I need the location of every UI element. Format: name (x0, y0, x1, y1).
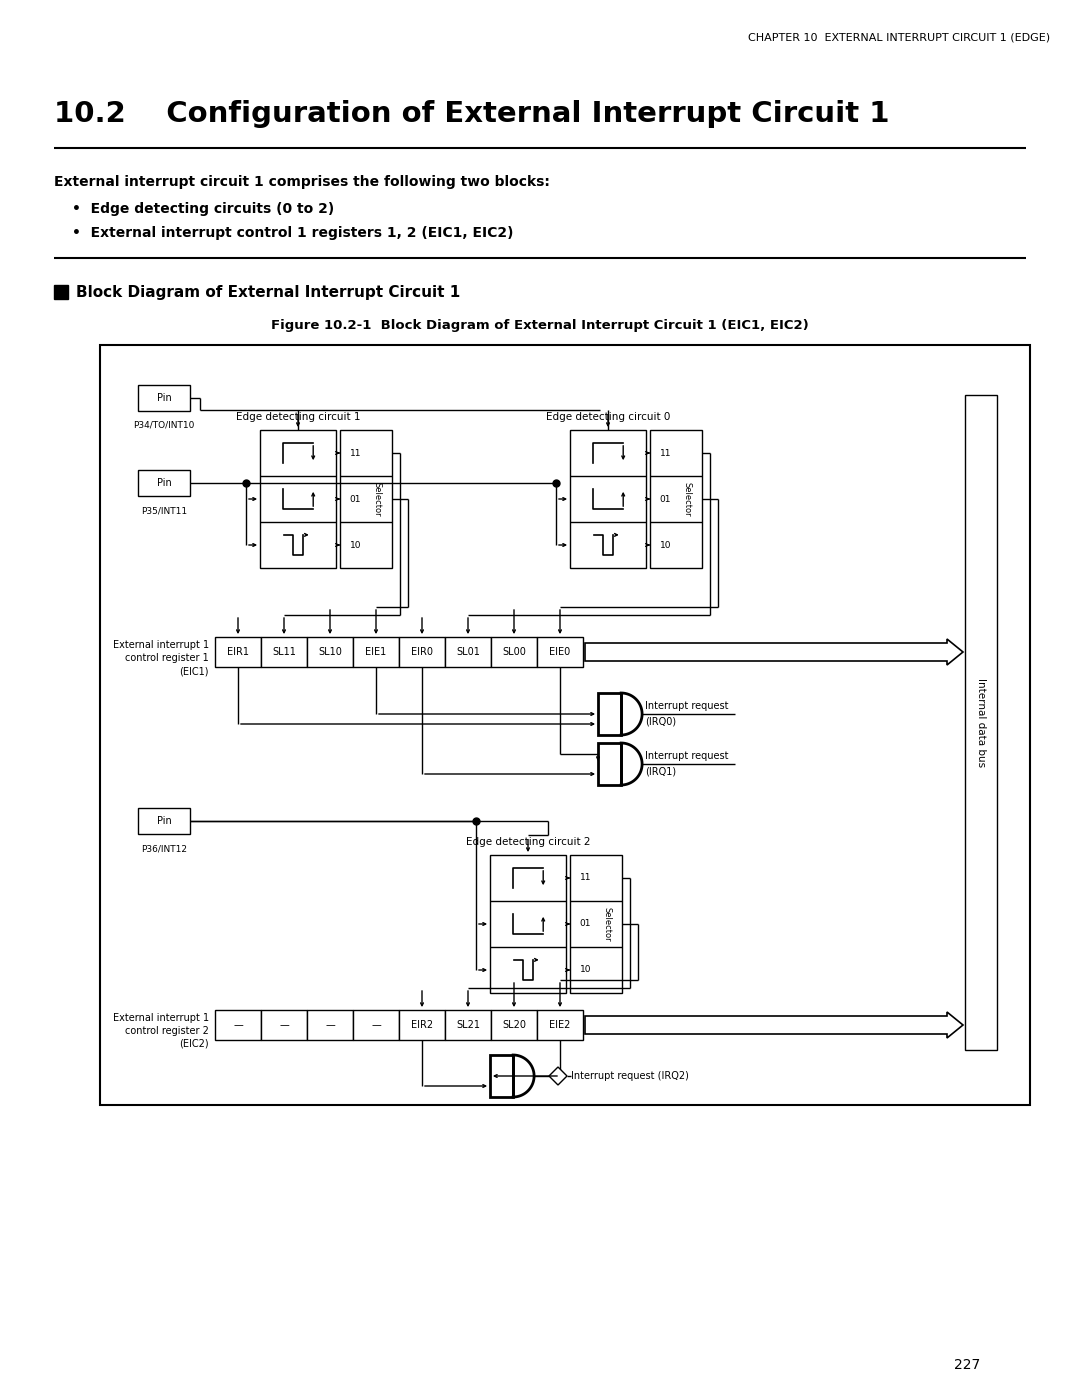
Text: Pin: Pin (157, 816, 172, 826)
Text: Selector: Selector (373, 482, 382, 517)
Text: control register 2: control register 2 (125, 1025, 210, 1037)
Text: 10: 10 (350, 541, 362, 549)
Text: SL00: SL00 (502, 647, 526, 657)
Text: 227: 227 (954, 1358, 980, 1372)
Text: SL21: SL21 (456, 1020, 480, 1030)
Text: 01: 01 (660, 495, 672, 503)
Text: Selector: Selector (603, 907, 612, 942)
Polygon shape (585, 638, 963, 665)
Polygon shape (549, 1067, 567, 1085)
Text: 11: 11 (350, 448, 362, 457)
Bar (138, 386, 190, 411)
Text: EIR1: EIR1 (227, 647, 249, 657)
Text: Edge detecting circuit 1: Edge detecting circuit 1 (235, 412, 361, 422)
Bar (650, 430, 702, 569)
Text: SL10: SL10 (319, 647, 342, 657)
Bar (966, 395, 997, 1051)
Text: SL11: SL11 (272, 647, 296, 657)
Bar (260, 430, 336, 569)
Text: 01: 01 (350, 495, 362, 503)
Bar (537, 1010, 583, 1039)
Text: EIR2: EIR2 (410, 1020, 433, 1030)
Text: Block Diagram of External Interrupt Circuit 1: Block Diagram of External Interrupt Circ… (76, 285, 460, 299)
Text: 11: 11 (660, 448, 672, 457)
Text: —: — (325, 1020, 335, 1030)
Text: Pin: Pin (157, 393, 172, 402)
Bar (215, 637, 261, 666)
Bar (491, 637, 537, 666)
Text: —: — (372, 1020, 381, 1030)
Bar (138, 469, 190, 496)
Bar (215, 1010, 261, 1039)
Text: Internal data bus: Internal data bus (976, 678, 986, 767)
Text: Edge detecting circuit 2: Edge detecting circuit 2 (465, 837, 591, 847)
Bar (491, 1010, 537, 1039)
Bar (307, 637, 353, 666)
Text: Interrupt request: Interrupt request (645, 701, 729, 711)
Bar (399, 637, 445, 666)
Text: •  Edge detecting circuits (0 to 2): • Edge detecting circuits (0 to 2) (72, 203, 334, 217)
Text: External interrupt 1: External interrupt 1 (113, 1013, 210, 1023)
Text: (EIC2): (EIC2) (179, 1039, 210, 1049)
Text: 10: 10 (660, 541, 672, 549)
Text: EIE0: EIE0 (550, 647, 570, 657)
Text: P34/TO/INT10: P34/TO/INT10 (133, 420, 194, 430)
Bar (353, 1010, 399, 1039)
Bar (399, 1010, 445, 1039)
Bar (353, 637, 399, 666)
Text: Figure 10.2-1  Block Diagram of External Interrupt Circuit 1 (EIC1, EIC2): Figure 10.2-1 Block Diagram of External … (271, 319, 809, 331)
Text: control register 1: control register 1 (125, 652, 210, 664)
Bar (598, 693, 621, 735)
Text: Edge detecting circuit 0: Edge detecting circuit 0 (545, 412, 671, 422)
Text: SL01: SL01 (456, 647, 480, 657)
Bar (138, 807, 190, 834)
Text: P36/INT12: P36/INT12 (141, 844, 187, 854)
Text: 10: 10 (580, 965, 592, 975)
Text: —: — (279, 1020, 288, 1030)
Text: CHAPTER 10  EXTERNAL INTERRUPT CIRCUIT 1 (EDGE): CHAPTER 10 EXTERNAL INTERRUPT CIRCUIT 1 … (747, 32, 1050, 42)
Bar (54, 285, 68, 299)
Text: (EIC1): (EIC1) (179, 666, 210, 676)
Text: SL20: SL20 (502, 1020, 526, 1030)
Text: Interrupt request: Interrupt request (645, 752, 729, 761)
Text: External interrupt 1: External interrupt 1 (113, 640, 210, 650)
Text: EIE1: EIE1 (365, 647, 387, 657)
Text: 10.2    Configuration of External Interrupt Circuit 1: 10.2 Configuration of External Interrupt… (54, 101, 890, 129)
Text: EIR0: EIR0 (411, 647, 433, 657)
Bar (445, 1010, 491, 1039)
Text: 11: 11 (580, 873, 592, 883)
Text: Pin: Pin (157, 478, 172, 488)
Text: Interrupt request (IRQ2): Interrupt request (IRQ2) (571, 1071, 689, 1081)
Text: Selector: Selector (683, 482, 692, 517)
Bar (307, 1010, 353, 1039)
Bar (598, 743, 621, 785)
Text: (IRQ1): (IRQ1) (645, 767, 676, 777)
Text: (IRQ0): (IRQ0) (645, 717, 676, 726)
Bar (261, 637, 307, 666)
Bar (100, 345, 1030, 1105)
Bar (537, 637, 583, 666)
Bar (490, 1055, 513, 1097)
Text: External interrupt circuit 1 comprises the following two blocks:: External interrupt circuit 1 comprises t… (54, 175, 550, 189)
Text: 01: 01 (580, 919, 592, 929)
Text: P35/INT11: P35/INT11 (140, 506, 187, 515)
Bar (445, 637, 491, 666)
Text: —: — (233, 1020, 243, 1030)
Bar (570, 855, 622, 993)
Text: EIE2: EIE2 (550, 1020, 570, 1030)
Bar (570, 430, 646, 569)
Bar (261, 1010, 307, 1039)
Bar (340, 430, 392, 569)
Bar (490, 855, 566, 993)
Text: •  External interrupt control 1 registers 1, 2 (EIC1, EIC2): • External interrupt control 1 registers… (72, 226, 513, 240)
Polygon shape (585, 1011, 963, 1038)
